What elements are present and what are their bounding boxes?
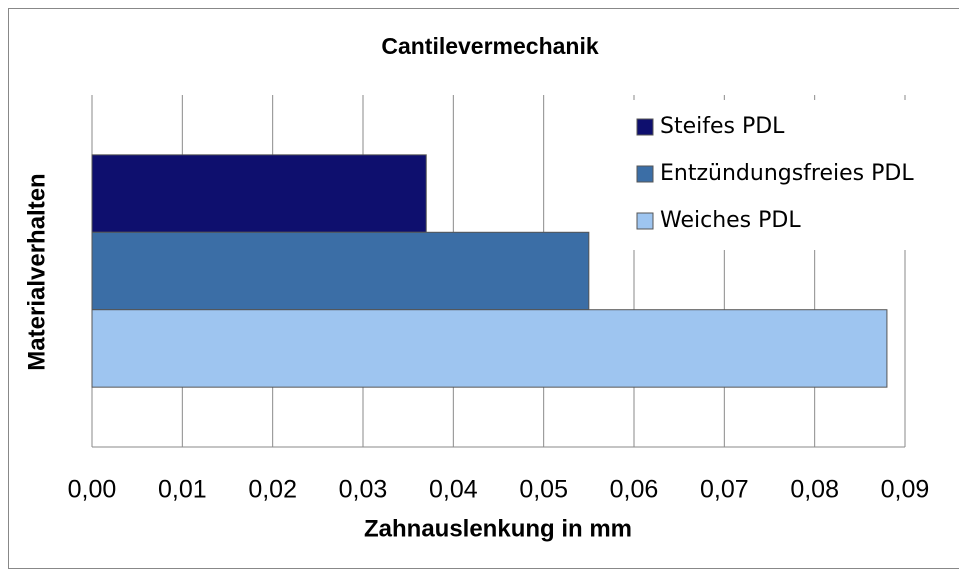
x-tick-label: 0,05	[519, 476, 568, 504]
bar	[92, 232, 589, 309]
x-tick-label: 0,03	[339, 476, 388, 504]
legend-label: Weiches PDL	[660, 208, 801, 233]
x-tick-label: 0,01	[158, 476, 207, 504]
x-tick-label: 0,08	[790, 476, 839, 504]
legend-marker	[637, 166, 653, 182]
legend-label: Entzündungsfreies PDL	[660, 161, 914, 186]
x-tick-label: 0,07	[700, 476, 749, 504]
bar	[92, 310, 887, 387]
x-axis-title: Zahnauslenkung in mm	[364, 515, 632, 542]
x-tick-label: 0,04	[429, 476, 478, 504]
legend-marker	[637, 119, 653, 135]
legend: Steifes PDL Entzündungsfreies PDL Weiches …	[630, 100, 959, 250]
x-tick-label: 0,02	[248, 476, 297, 504]
x-tick-label: 0,09	[881, 476, 930, 504]
chart-title: Cantilevermechanik	[381, 33, 599, 59]
x-tick-label: 0,00	[68, 476, 117, 504]
bar	[92, 155, 426, 232]
x-tick-label: 0,06	[610, 476, 659, 504]
legend-marker	[637, 213, 653, 229]
legend-label: Steifes PDL	[660, 114, 785, 139]
y-axis-title: Materialverhalten	[23, 173, 50, 370]
